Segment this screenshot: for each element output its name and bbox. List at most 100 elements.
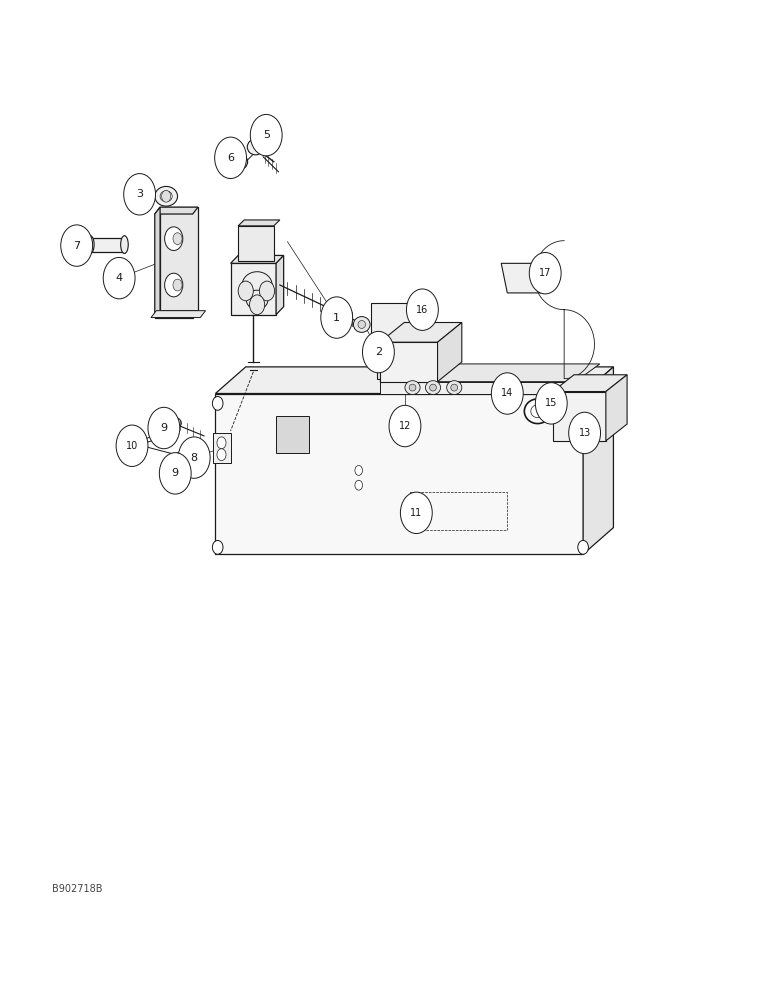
Polygon shape (410, 492, 507, 530)
Circle shape (239, 281, 253, 301)
Polygon shape (215, 367, 614, 393)
Text: 9: 9 (161, 423, 168, 433)
Ellipse shape (247, 139, 264, 155)
Ellipse shape (160, 191, 172, 202)
Polygon shape (583, 367, 614, 554)
Ellipse shape (169, 418, 181, 429)
Text: B902718B: B902718B (52, 884, 103, 894)
Ellipse shape (88, 240, 93, 250)
Ellipse shape (429, 384, 436, 391)
Circle shape (249, 295, 265, 315)
Circle shape (103, 257, 135, 299)
Circle shape (407, 289, 438, 330)
Polygon shape (380, 382, 576, 393)
Circle shape (159, 453, 191, 494)
Polygon shape (160, 207, 198, 311)
Polygon shape (501, 263, 545, 293)
Circle shape (530, 252, 561, 294)
Circle shape (173, 279, 182, 291)
Circle shape (116, 425, 148, 466)
Circle shape (389, 405, 421, 447)
Ellipse shape (531, 405, 544, 418)
Ellipse shape (174, 452, 186, 463)
Text: 15: 15 (545, 398, 557, 408)
Polygon shape (154, 207, 160, 318)
Polygon shape (90, 238, 124, 251)
Circle shape (363, 331, 394, 373)
Circle shape (173, 233, 182, 245)
Text: 16: 16 (416, 305, 428, 315)
Circle shape (535, 383, 567, 424)
Circle shape (212, 396, 223, 410)
Text: 13: 13 (578, 428, 591, 438)
Text: 12: 12 (399, 421, 411, 431)
Ellipse shape (425, 381, 441, 394)
Polygon shape (154, 214, 193, 318)
Text: 14: 14 (501, 388, 513, 398)
Polygon shape (553, 392, 606, 441)
Polygon shape (239, 226, 274, 261)
Polygon shape (377, 337, 438, 379)
Circle shape (569, 412, 601, 454)
Ellipse shape (447, 381, 462, 394)
Polygon shape (213, 433, 231, 463)
Text: 2: 2 (375, 347, 382, 357)
Circle shape (124, 174, 155, 215)
Circle shape (61, 225, 93, 266)
Polygon shape (154, 311, 198, 318)
Circle shape (164, 227, 183, 251)
Polygon shape (276, 255, 283, 315)
Text: 7: 7 (73, 241, 80, 251)
Polygon shape (151, 311, 205, 318)
Ellipse shape (358, 321, 365, 328)
Ellipse shape (246, 290, 268, 309)
Circle shape (250, 114, 282, 156)
Text: 9: 9 (171, 468, 179, 478)
Polygon shape (231, 255, 283, 263)
Circle shape (577, 540, 588, 554)
Text: 5: 5 (262, 130, 269, 140)
Circle shape (355, 465, 363, 475)
Ellipse shape (234, 158, 242, 166)
Polygon shape (438, 322, 462, 382)
Polygon shape (380, 322, 462, 342)
Circle shape (164, 273, 183, 297)
Text: 17: 17 (539, 268, 551, 278)
Polygon shape (239, 220, 280, 226)
Circle shape (259, 281, 275, 301)
Text: 8: 8 (191, 453, 198, 463)
Text: 4: 4 (116, 273, 123, 283)
Polygon shape (380, 342, 438, 382)
Circle shape (148, 407, 180, 449)
Circle shape (401, 492, 432, 534)
Circle shape (212, 540, 223, 554)
Ellipse shape (409, 384, 416, 391)
Text: 11: 11 (410, 508, 422, 518)
Polygon shape (231, 263, 276, 315)
Polygon shape (553, 375, 627, 392)
Circle shape (215, 137, 246, 179)
Ellipse shape (354, 317, 370, 332)
Ellipse shape (451, 384, 458, 391)
Polygon shape (606, 375, 627, 441)
Circle shape (355, 480, 363, 490)
Polygon shape (154, 207, 198, 214)
Circle shape (495, 393, 504, 404)
Text: 6: 6 (227, 153, 234, 163)
Circle shape (321, 297, 353, 338)
Ellipse shape (86, 236, 94, 253)
Ellipse shape (405, 381, 420, 394)
Circle shape (217, 437, 226, 449)
Polygon shape (215, 393, 583, 554)
Ellipse shape (229, 153, 248, 170)
Polygon shape (276, 416, 309, 453)
Circle shape (161, 190, 171, 202)
Text: 10: 10 (126, 441, 138, 451)
Polygon shape (371, 303, 432, 344)
Circle shape (235, 158, 241, 166)
Circle shape (217, 449, 226, 461)
Ellipse shape (154, 186, 178, 206)
Text: 3: 3 (136, 189, 143, 199)
Circle shape (178, 437, 210, 478)
Ellipse shape (524, 399, 551, 424)
